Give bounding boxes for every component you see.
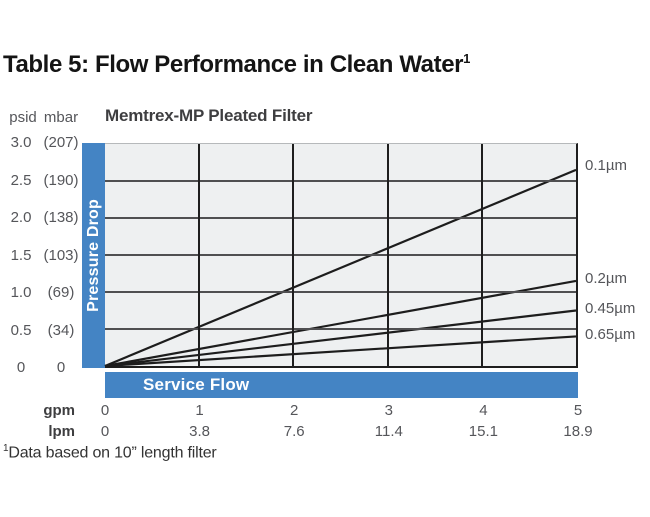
y-tick-row: 0.5 (34): [0, 322, 90, 340]
y-axis-title-bar: Pressure Drop: [82, 143, 105, 368]
y-tick-psid: 1.0: [10, 284, 32, 301]
x-tick-lpm: 11.4: [374, 423, 403, 440]
y-tick-mbar: (103): [43, 246, 79, 264]
x-gridline: [480, 144, 483, 366]
y-tick-mbar: (34): [47, 321, 75, 339]
series-line-0.65µm: [104, 335, 577, 368]
x-gridline: [292, 144, 295, 366]
x-tick-lpm: 7.6: [283, 423, 305, 440]
x-axis-unit-gpm: gpm: [43, 402, 75, 419]
x-tick-lpm: 15.1: [468, 423, 498, 440]
y-tick-psid: 0.5: [10, 321, 32, 339]
y-tick-mbar: (190): [43, 171, 79, 189]
y-tick-row: 2.5 (190): [0, 172, 90, 190]
y-tick-psid: 2.5: [10, 171, 32, 189]
series-line-0.2µm: [104, 279, 577, 368]
figure-title: Table 5: Flow Performance in Clean Water…: [3, 44, 470, 80]
y-tick-row: 2.0 (138): [0, 209, 90, 227]
x-axis-title: Service Flow: [143, 375, 250, 394]
footnote: 1Data based on 10” length filter: [3, 443, 217, 462]
series-line-0.1µm: [104, 168, 577, 368]
y-tick-mbar: 0: [56, 359, 66, 376]
y-tick-psid: 0: [16, 359, 26, 376]
y-axis-unit-psid: psid: [9, 109, 37, 126]
x-tick-gpm: 4: [479, 402, 488, 419]
y-axis-unit-mbar: mbar: [43, 109, 79, 126]
y-gridline: [105, 216, 576, 219]
series-end-label: 0.65µm: [585, 326, 636, 343]
x-tick-lpm: 18.9: [563, 423, 593, 440]
x-tick-gpm: 3: [384, 402, 393, 419]
series-end-label: 0.1µm: [585, 157, 627, 175]
x-axis-gpm-row: gpm 0 1 2 3 4 5: [0, 402, 650, 420]
y-tick-psid: 3.0: [10, 134, 32, 151]
y-gridline: [105, 179, 576, 182]
series-lines: [104, 168, 577, 368]
y-gridline: [105, 328, 576, 330]
chart-title: Memtrex-MP Pleated Filter: [105, 106, 313, 125]
footnote-superscript: 1: [3, 443, 9, 454]
y-tick-psid: 2.0: [10, 209, 32, 226]
x-tick-gpm: 1: [195, 402, 204, 419]
footnote-text: Data based on 10” length filter: [8, 444, 217, 462]
x-tick-lpm: 3.8: [189, 423, 211, 440]
y-tick-row: 3.0 (207): [0, 134, 90, 152]
x-tick-gpm: 2: [290, 402, 299, 419]
y-tick-psid: 1.5: [10, 246, 32, 264]
figure-title-text: Table 5: Flow Performance in Clean Water: [3, 51, 464, 78]
y-tick-mbar: (207): [43, 134, 79, 151]
x-axis-title-bar: Service Flow: [105, 372, 578, 398]
x-axis-unit-lpm: lpm: [48, 423, 75, 440]
y-tick-mbar: (69): [47, 284, 75, 301]
series-end-label: 0.2µm: [585, 269, 627, 287]
x-tick-lpm: 0: [100, 423, 110, 440]
x-gridline: [198, 144, 201, 366]
x-gridline: [386, 144, 389, 366]
x-axis-lpm-row: lpm 0 3.8 7.6 11.4 15.1 18.9: [0, 423, 650, 441]
plot-area: [104, 143, 578, 368]
x-tick-gpm: 5: [573, 402, 583, 419]
y-tick-row: 1.5 (103): [0, 247, 90, 265]
y-tick-row: 1.0 (69): [0, 284, 90, 302]
x-tick-gpm: 0: [100, 402, 110, 419]
y-gridline: [105, 254, 576, 256]
series-line-0.45µm: [104, 309, 577, 368]
y-gridline: [105, 290, 576, 293]
figure-title-superscript: 1: [463, 51, 470, 66]
y-tick-mbar: (138): [43, 209, 79, 226]
series-end-label: 0.45µm: [585, 299, 636, 317]
